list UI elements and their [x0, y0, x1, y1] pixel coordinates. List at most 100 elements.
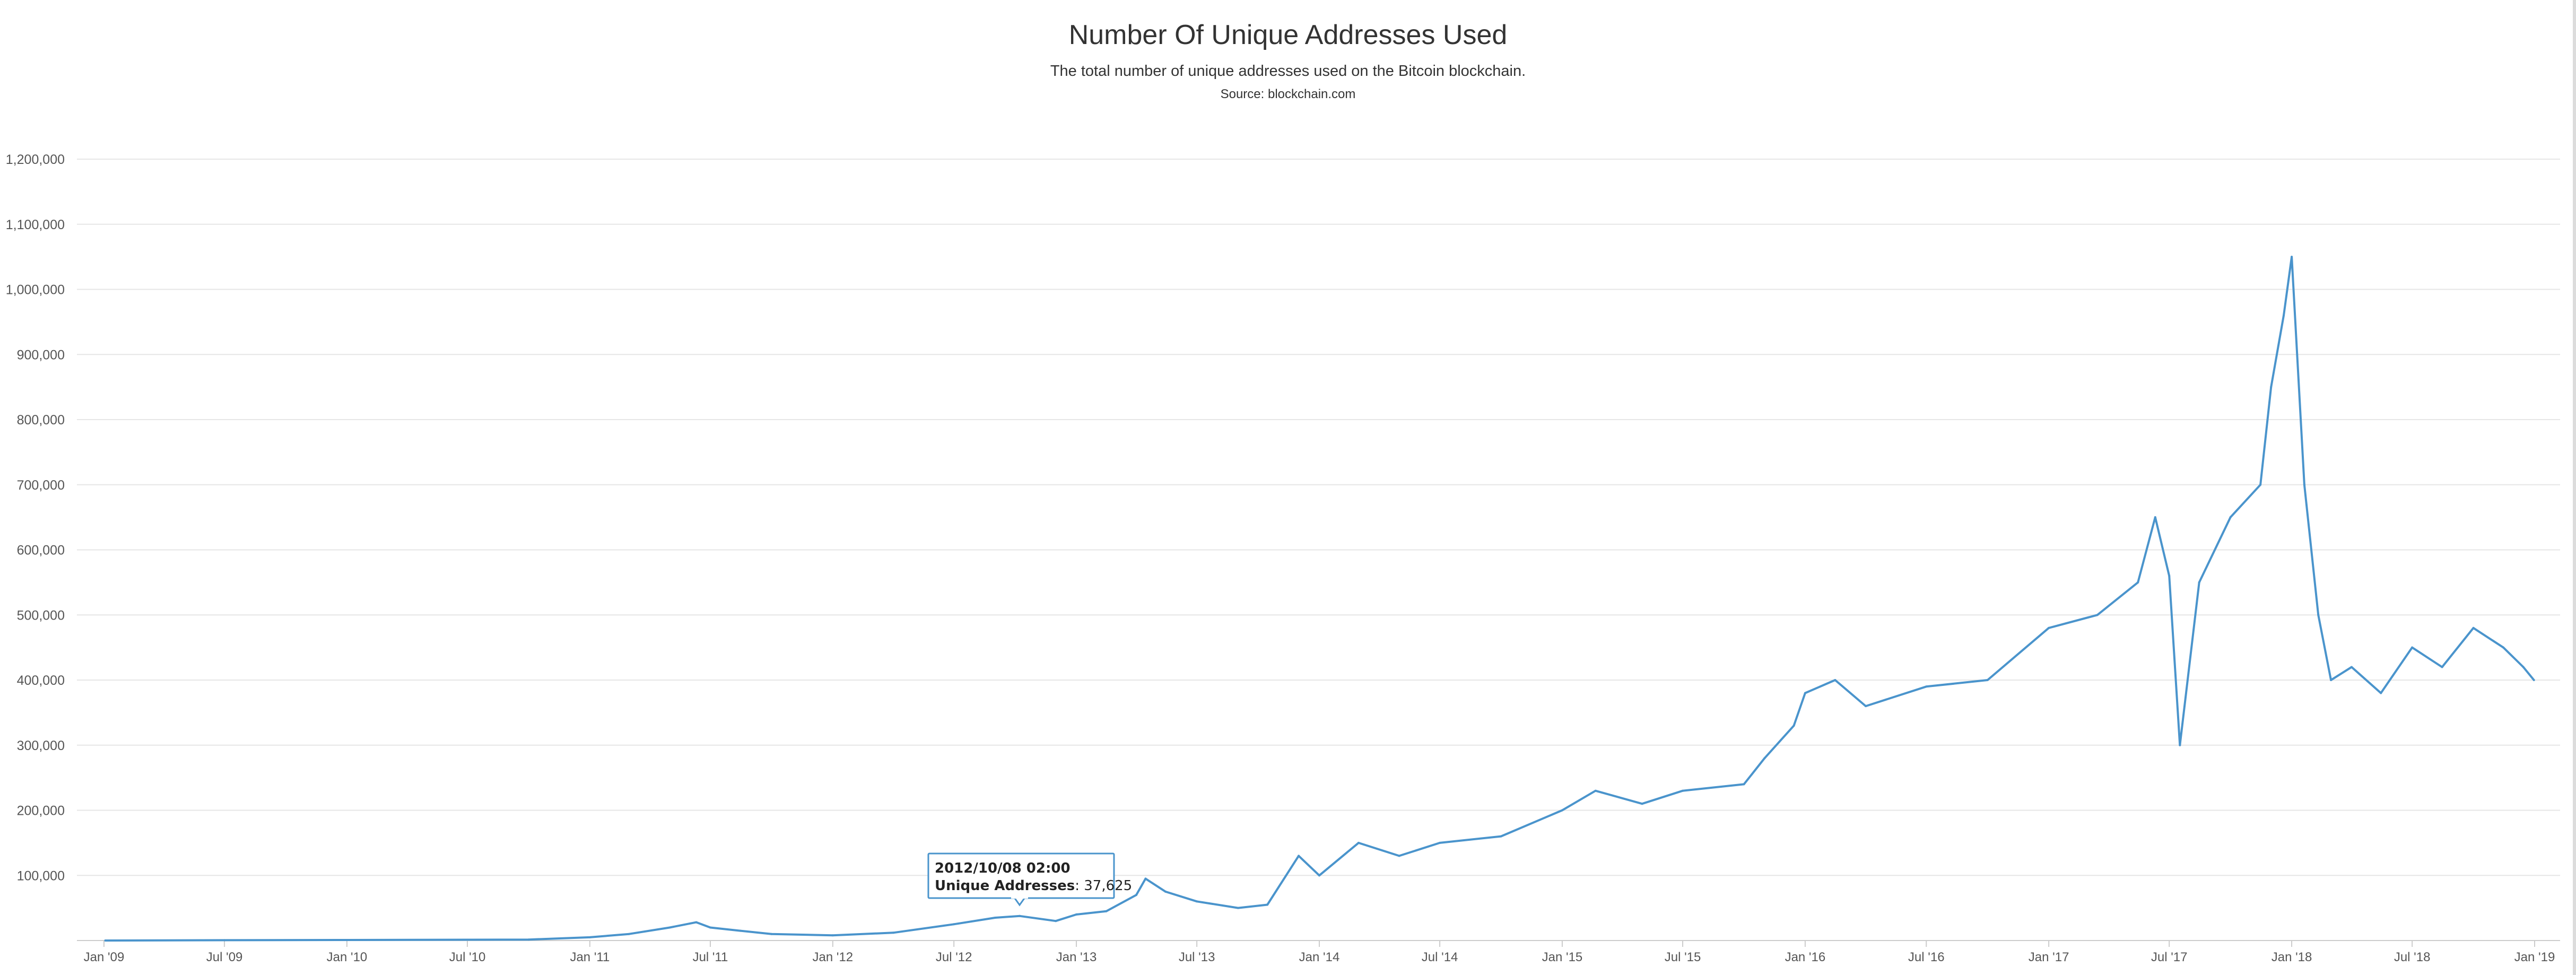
data-point[interactable]: [1266, 903, 1269, 906]
data-point[interactable]: [2472, 626, 2475, 629]
series-line[interactable]: [105, 256, 2535, 942]
data-point[interactable]: [1398, 855, 1400, 857]
data-point[interactable]: [2198, 581, 2200, 584]
data-point[interactable]: [223, 939, 226, 942]
y-tick-label: 1,000,000: [6, 283, 65, 298]
data-point[interactable]: [1594, 789, 1597, 792]
page-scrollbar-edge: [2573, 0, 2576, 975]
data-point[interactable]: [1500, 835, 1502, 838]
y-tick-label: 1,100,000: [6, 217, 65, 232]
data-point[interactable]: [2270, 386, 2273, 388]
y-tick-label: 900,000: [17, 347, 65, 362]
data-point[interactable]: [668, 926, 671, 929]
data-point[interactable]: [2137, 581, 2139, 584]
x-tick-label: Jan '12: [813, 950, 854, 964]
data-point[interactable]: [1075, 913, 1078, 916]
tooltip-value: 37,625: [1084, 878, 1132, 894]
data-point[interactable]: [2533, 679, 2535, 681]
grid-lines: [77, 159, 2560, 941]
data-point[interactable]: [1105, 910, 1108, 912]
data-point[interactable]: [1865, 705, 1867, 708]
data-point[interactable]: [2330, 679, 2333, 681]
data-point[interactable]: [1298, 855, 1300, 857]
chart-source: Source: blockchain.com: [1220, 87, 1356, 101]
data-point[interactable]: [1237, 907, 1239, 909]
data-point[interactable]: [1925, 685, 1928, 688]
y-axis: 100,000 200,000 300,000 400,000 500,000 600,0…: [6, 152, 65, 883]
data-point[interactable]: [1144, 877, 1147, 880]
data-point[interactable]: [1986, 679, 1989, 681]
x-tick-label: Jan '13: [1056, 950, 1097, 964]
tooltip-value-line: Unique Addresses: 37,625: [935, 878, 1132, 894]
data-point[interactable]: [2259, 483, 2262, 486]
tooltip-pointer: [1013, 896, 1026, 907]
data-point[interactable]: [1164, 890, 1167, 893]
x-tick-label: Jan '14: [1299, 950, 1340, 964]
data-point[interactable]: [1804, 692, 1806, 694]
data-point[interactable]: [527, 938, 530, 941]
data-point[interactable]: [2303, 483, 2305, 486]
x-tick-label: Jan '17: [2029, 950, 2069, 964]
tooltip-pointer-mask: [1011, 896, 1028, 899]
data-point[interactable]: [2229, 516, 2232, 519]
data-point[interactable]: [892, 932, 894, 934]
data-point[interactable]: [709, 926, 711, 929]
data-point[interactable]: [1834, 679, 1837, 681]
x-tick-label: Jul '18: [2394, 950, 2431, 964]
data-point[interactable]: [2168, 574, 2171, 577]
data-point[interactable]: [2048, 626, 2050, 629]
data-point[interactable]: [2522, 666, 2525, 668]
data-point[interactable]: [1641, 803, 1643, 805]
data-point[interactable]: [2351, 666, 2353, 668]
data-point[interactable]: [2283, 314, 2285, 317]
data-point[interactable]: [1763, 757, 1766, 760]
data-point[interactable]: [588, 936, 591, 938]
x-tick-label: Jul '12: [936, 950, 972, 964]
x-tick-label: Jul '14: [1422, 950, 1458, 964]
data-point[interactable]: [695, 921, 698, 924]
data-point[interactable]: [770, 933, 773, 935]
data-point[interactable]: [1439, 841, 1441, 844]
data-point[interactable]: [1135, 894, 1137, 896]
tooltip-label: Unique Addresses: [935, 878, 1075, 894]
data-point[interactable]: [2317, 614, 2320, 616]
chart-title: Number Of Unique Addresses Used: [1068, 20, 1508, 50]
data-point[interactable]: [953, 923, 955, 926]
data-point[interactable]: [1055, 920, 1057, 922]
data-point[interactable]: [2502, 646, 2504, 649]
tooltip-separator: :: [1075, 878, 1084, 894]
x-tick-label: Jan '15: [1542, 950, 1583, 964]
data-point[interactable]: [2154, 516, 2156, 519]
x-tick-label: Jan '19: [2514, 950, 2555, 964]
y-tick-label: 100,000: [17, 868, 65, 883]
data-point[interactable]: [466, 938, 468, 941]
data-point[interactable]: [2096, 614, 2099, 616]
data-point[interactable]: [1792, 724, 1795, 727]
data-point[interactable]: [1196, 900, 1198, 903]
x-tick-label: Jan '10: [327, 950, 368, 964]
data-point[interactable]: [2179, 744, 2181, 746]
data-point[interactable]: [2441, 666, 2443, 668]
data-point[interactable]: [104, 939, 107, 942]
x-tick-label: Jan '09: [84, 950, 125, 964]
data-point[interactable]: [1682, 789, 1684, 792]
x-tick-label: Jan '18: [2272, 950, 2312, 964]
data-point[interactable]: [1318, 874, 1320, 877]
data-point[interactable]: [2380, 692, 2382, 694]
data-point[interactable]: [2291, 256, 2293, 258]
data-point[interactable]: [1019, 915, 1021, 917]
data-point[interactable]: [2411, 646, 2414, 649]
x-tick-label: Jul '13: [1179, 950, 1215, 964]
data-point[interactable]: [994, 917, 996, 919]
tooltip: 2012/10/08 02:00 Unique Addresses: 37,62…: [927, 852, 1132, 907]
data-point[interactable]: [831, 934, 834, 937]
data-point[interactable]: [1357, 841, 1360, 844]
chart-subtitle: The total number of unique addresses use…: [1050, 63, 1526, 80]
data-point[interactable]: [739, 929, 742, 932]
data-point[interactable]: [1561, 809, 1563, 812]
data-point[interactable]: [1743, 783, 1745, 786]
data-point[interactable]: [345, 939, 348, 941]
data-point[interactable]: [628, 933, 630, 935]
